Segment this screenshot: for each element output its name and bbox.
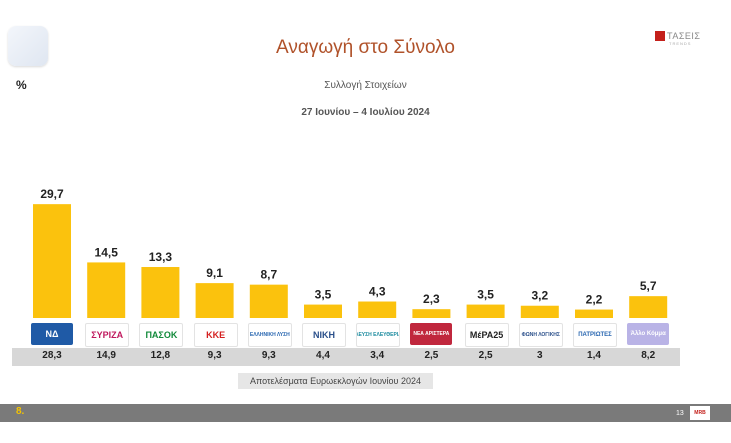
- euro-result-value: 9,3: [261, 350, 276, 361]
- footer-bar: [0, 404, 731, 422]
- bar-7: [358, 301, 397, 318]
- euro-result-value: 1,4: [587, 350, 601, 361]
- bar-12: [629, 296, 668, 318]
- bar-5: [249, 284, 288, 318]
- bar-chart: 29,7 14,5 13,3 9,1 8,7 3,5 4,3 2,3 3,5 3,2 2,2 5,7: [33, 187, 668, 318]
- bar-value-label: 3,5: [315, 288, 332, 302]
- bar-value-label: 8,7: [260, 268, 277, 282]
- bar-value-label: 2,2: [586, 293, 603, 307]
- bar-value-label: 3,5: [477, 288, 494, 302]
- euro-result-value: 2,5: [424, 350, 439, 361]
- niki-logo: ΝΙΚΗ: [302, 323, 346, 347]
- plefsi-logo: ΠΛΕΥΣΗ ΕΛΕΥΘΕΡΙΑΣ: [356, 323, 401, 347]
- bar-value-label: 3,2: [531, 289, 548, 303]
- percent-label: %: [16, 78, 27, 92]
- bar-11: [575, 309, 613, 318]
- elliniki-lysi-logo: ΕΛΛΗΝΙΚΗ ΛΥΣΗ: [247, 323, 292, 347]
- bar-1: [33, 204, 71, 318]
- euro-result-value: 12,8: [150, 350, 171, 361]
- foni-logikis-logo: ΦΩΝΗ ΛΟΓΙΚΗΣ: [518, 323, 563, 347]
- bar-value-label: 13,3: [149, 250, 173, 264]
- slide-number: 8.: [16, 406, 25, 417]
- mera25-logo: ΜέΡΑ25: [464, 323, 509, 347]
- chart-title: Αναγωγή στο Σύνολο: [276, 37, 455, 58]
- euro-result-value: 3: [537, 350, 543, 361]
- allo-komma-logo: Άλλο Κόμμα: [627, 323, 670, 345]
- brand-logo: ΤΑΣΕΙΣ TRENDS: [655, 31, 701, 46]
- kke-logo: ΚΚΕ: [193, 323, 238, 347]
- bar-value-label: 4,3: [369, 285, 386, 299]
- greece-map-icon: [8, 26, 48, 66]
- nd-logo: ΝΔ: [31, 323, 73, 345]
- bar-4: [195, 283, 234, 318]
- brand-sub: TRENDS: [669, 41, 692, 46]
- bar-9: [466, 304, 505, 318]
- page-number: 13: [676, 410, 684, 417]
- euro-result-value: 3,4: [370, 350, 385, 361]
- euro-result-value: 8,2: [641, 350, 656, 361]
- syriza-logo: ΣΥΡΙΖΑ: [85, 323, 130, 347]
- euro-results-strip: [12, 348, 680, 366]
- euro-result-value: 2,5: [478, 350, 493, 361]
- chart-subtitle: Συλλογή Στοιχείων: [324, 80, 407, 91]
- euro-result-value: 4,4: [316, 350, 330, 361]
- euro-results-caption: Αποτελέσματα Ευρωεκλογών Ιουνίου 2024: [238, 373, 433, 389]
- bar-value-label: 5,7: [640, 279, 657, 293]
- brand-name: ΤΑΣΕΙΣ: [667, 31, 701, 41]
- bar-10: [520, 305, 559, 318]
- brand-mark-icon: [655, 31, 665, 41]
- footer-logo: MRB: [690, 406, 710, 420]
- bar-value-label: 2,3: [423, 292, 440, 306]
- euro-result-value: 9,3: [207, 350, 222, 361]
- bar-value-label: 14,5: [95, 245, 119, 259]
- bar-8: [412, 309, 451, 318]
- date-range: 27 Ιουνίου – 4 Ιουλίου 2024: [301, 107, 430, 118]
- pasok-logo: ΠΑΣΟΚ: [139, 323, 184, 347]
- bar-3: [141, 267, 180, 318]
- bar-2: [87, 262, 126, 318]
- bar-value-label: 9,1: [206, 266, 223, 280]
- bar-value-label: 29,7: [40, 187, 64, 201]
- nea-aristera-logo: ΝΕΑ ΑΡΙΣΤΕΡΑ: [410, 323, 453, 345]
- patriotes-logo: ΠΑΤΡΙΩΤΕΣ: [573, 323, 617, 347]
- euro-result-value: 28,3: [42, 350, 62, 361]
- euro-result-value: 14,9: [96, 350, 116, 361]
- bar-6: [304, 304, 342, 318]
